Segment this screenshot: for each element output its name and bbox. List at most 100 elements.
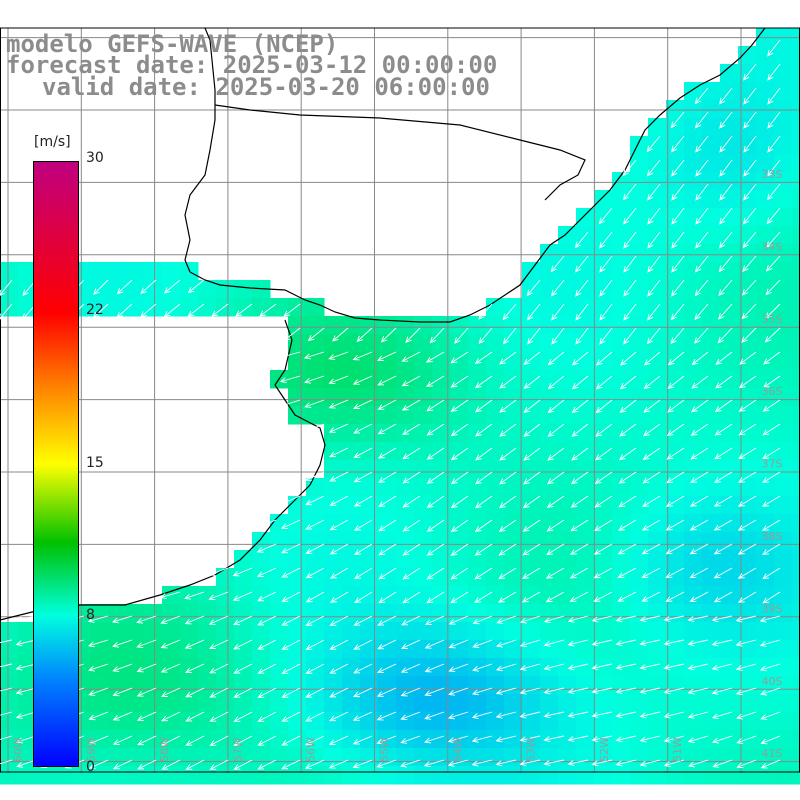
wave-cell bbox=[450, 640, 469, 659]
wind-arrow-icon bbox=[646, 327, 661, 345]
wind-arrow-icon bbox=[766, 231, 781, 248]
wind-arrow-icon bbox=[615, 663, 637, 671]
wind-arrow-icon bbox=[15, 663, 37, 671]
wind-arrow-icon bbox=[450, 423, 469, 437]
wave-cell bbox=[360, 370, 379, 389]
wind-arrow-icon bbox=[426, 423, 445, 436]
wave-cell bbox=[720, 694, 739, 713]
wave-cell bbox=[450, 568, 469, 587]
wind-arrow-icon bbox=[646, 135, 661, 153]
wind-arrow-icon bbox=[450, 351, 469, 364]
wave-cell bbox=[612, 478, 631, 497]
wave-cell bbox=[702, 82, 721, 101]
wind-arrow-icon bbox=[499, 399, 517, 413]
wave-cell bbox=[648, 514, 667, 533]
wind-arrow-icon bbox=[643, 351, 661, 366]
wind-arrow-icon bbox=[377, 375, 397, 386]
wind-arrow-icon bbox=[328, 759, 349, 769]
wind-arrow-icon bbox=[329, 663, 349, 674]
wave-cell bbox=[702, 694, 721, 713]
wind-arrow-icon bbox=[690, 471, 709, 484]
wave-cell bbox=[684, 424, 703, 443]
wave-cell bbox=[612, 532, 631, 551]
latitude-label: 36S bbox=[762, 385, 783, 398]
wave-cell bbox=[90, 712, 109, 731]
wave-cell bbox=[432, 478, 451, 497]
wave-cell bbox=[18, 766, 37, 785]
wave-cell bbox=[522, 658, 541, 677]
wave-cell bbox=[558, 334, 577, 353]
wave-cell bbox=[432, 550, 451, 569]
wind-arrow-icon bbox=[665, 591, 685, 602]
wind-arrow-icon bbox=[281, 735, 301, 746]
wind-arrow-icon bbox=[689, 495, 709, 507]
wave-cell bbox=[504, 406, 523, 425]
wind-arrow-icon bbox=[208, 567, 229, 576]
wave-cell bbox=[738, 568, 757, 587]
wind-arrow-icon bbox=[136, 639, 157, 648]
wave-cell bbox=[0, 694, 19, 713]
wind-arrow-icon bbox=[738, 399, 757, 412]
wave-cell bbox=[108, 640, 127, 659]
wave-cell bbox=[522, 532, 541, 551]
wave-cell bbox=[342, 370, 361, 389]
wind-arrow-icon bbox=[378, 495, 397, 508]
wave-cell bbox=[324, 460, 343, 479]
wave-cell bbox=[396, 766, 415, 785]
wave-cell bbox=[612, 514, 631, 533]
wave-cell bbox=[144, 766, 163, 785]
wave-cell bbox=[360, 352, 379, 371]
wind-arrow-icon bbox=[623, 231, 637, 249]
wave-cell bbox=[648, 478, 667, 497]
wave-cell bbox=[594, 694, 613, 713]
wind-arrow-icon bbox=[305, 711, 325, 722]
wave-cell bbox=[792, 64, 800, 83]
wind-arrow-icon bbox=[209, 735, 229, 746]
wave-cell bbox=[720, 568, 739, 587]
wave-cell bbox=[576, 496, 595, 515]
wave-cell bbox=[450, 532, 469, 551]
wind-arrow-icon bbox=[639, 639, 661, 647]
wind-arrow-icon bbox=[448, 639, 469, 649]
wind-arrow-icon bbox=[160, 663, 181, 673]
wave-cell bbox=[648, 190, 667, 209]
wave-cell bbox=[522, 676, 541, 695]
wind-arrow-icon bbox=[159, 591, 181, 599]
wind-arrow-icon bbox=[497, 591, 517, 603]
wind-arrow-icon bbox=[735, 663, 757, 671]
wave-cell bbox=[504, 532, 523, 551]
wave-cell bbox=[792, 46, 800, 65]
wind-arrow-icon bbox=[376, 351, 397, 361]
wave-cell bbox=[288, 640, 307, 659]
wave-cell bbox=[522, 424, 541, 443]
wave-cell bbox=[144, 712, 163, 731]
wave-cell bbox=[594, 568, 613, 587]
wind-arrow-icon bbox=[641, 567, 661, 578]
wave-cell bbox=[324, 604, 343, 623]
wave-cell bbox=[558, 298, 577, 317]
wave-cell bbox=[738, 82, 757, 101]
wind-arrow-icon bbox=[496, 639, 517, 648]
wave-cell bbox=[306, 406, 325, 425]
wind-arrow-icon bbox=[257, 639, 277, 650]
wave-cell bbox=[18, 262, 37, 281]
wave-cell bbox=[540, 586, 559, 605]
wave-cell bbox=[252, 586, 271, 605]
wave-cell bbox=[576, 406, 595, 425]
wave-cell bbox=[360, 532, 379, 551]
wave-cell bbox=[306, 658, 325, 677]
wind-arrow-icon bbox=[305, 639, 325, 650]
wind-arrow-icon bbox=[184, 663, 205, 673]
wind-arrow-icon bbox=[737, 543, 757, 555]
wave-cell bbox=[396, 514, 415, 533]
wave-cell bbox=[756, 388, 775, 407]
wave-cell bbox=[540, 244, 559, 263]
wind-arrow-icon bbox=[670, 111, 685, 129]
wave-cell bbox=[504, 388, 523, 407]
wave-cell bbox=[666, 172, 685, 191]
wind-arrow-icon bbox=[112, 735, 133, 745]
wave-cell bbox=[18, 712, 37, 731]
wave-cell bbox=[738, 676, 757, 695]
wave-cell bbox=[702, 442, 721, 461]
wave-cell bbox=[612, 298, 631, 317]
